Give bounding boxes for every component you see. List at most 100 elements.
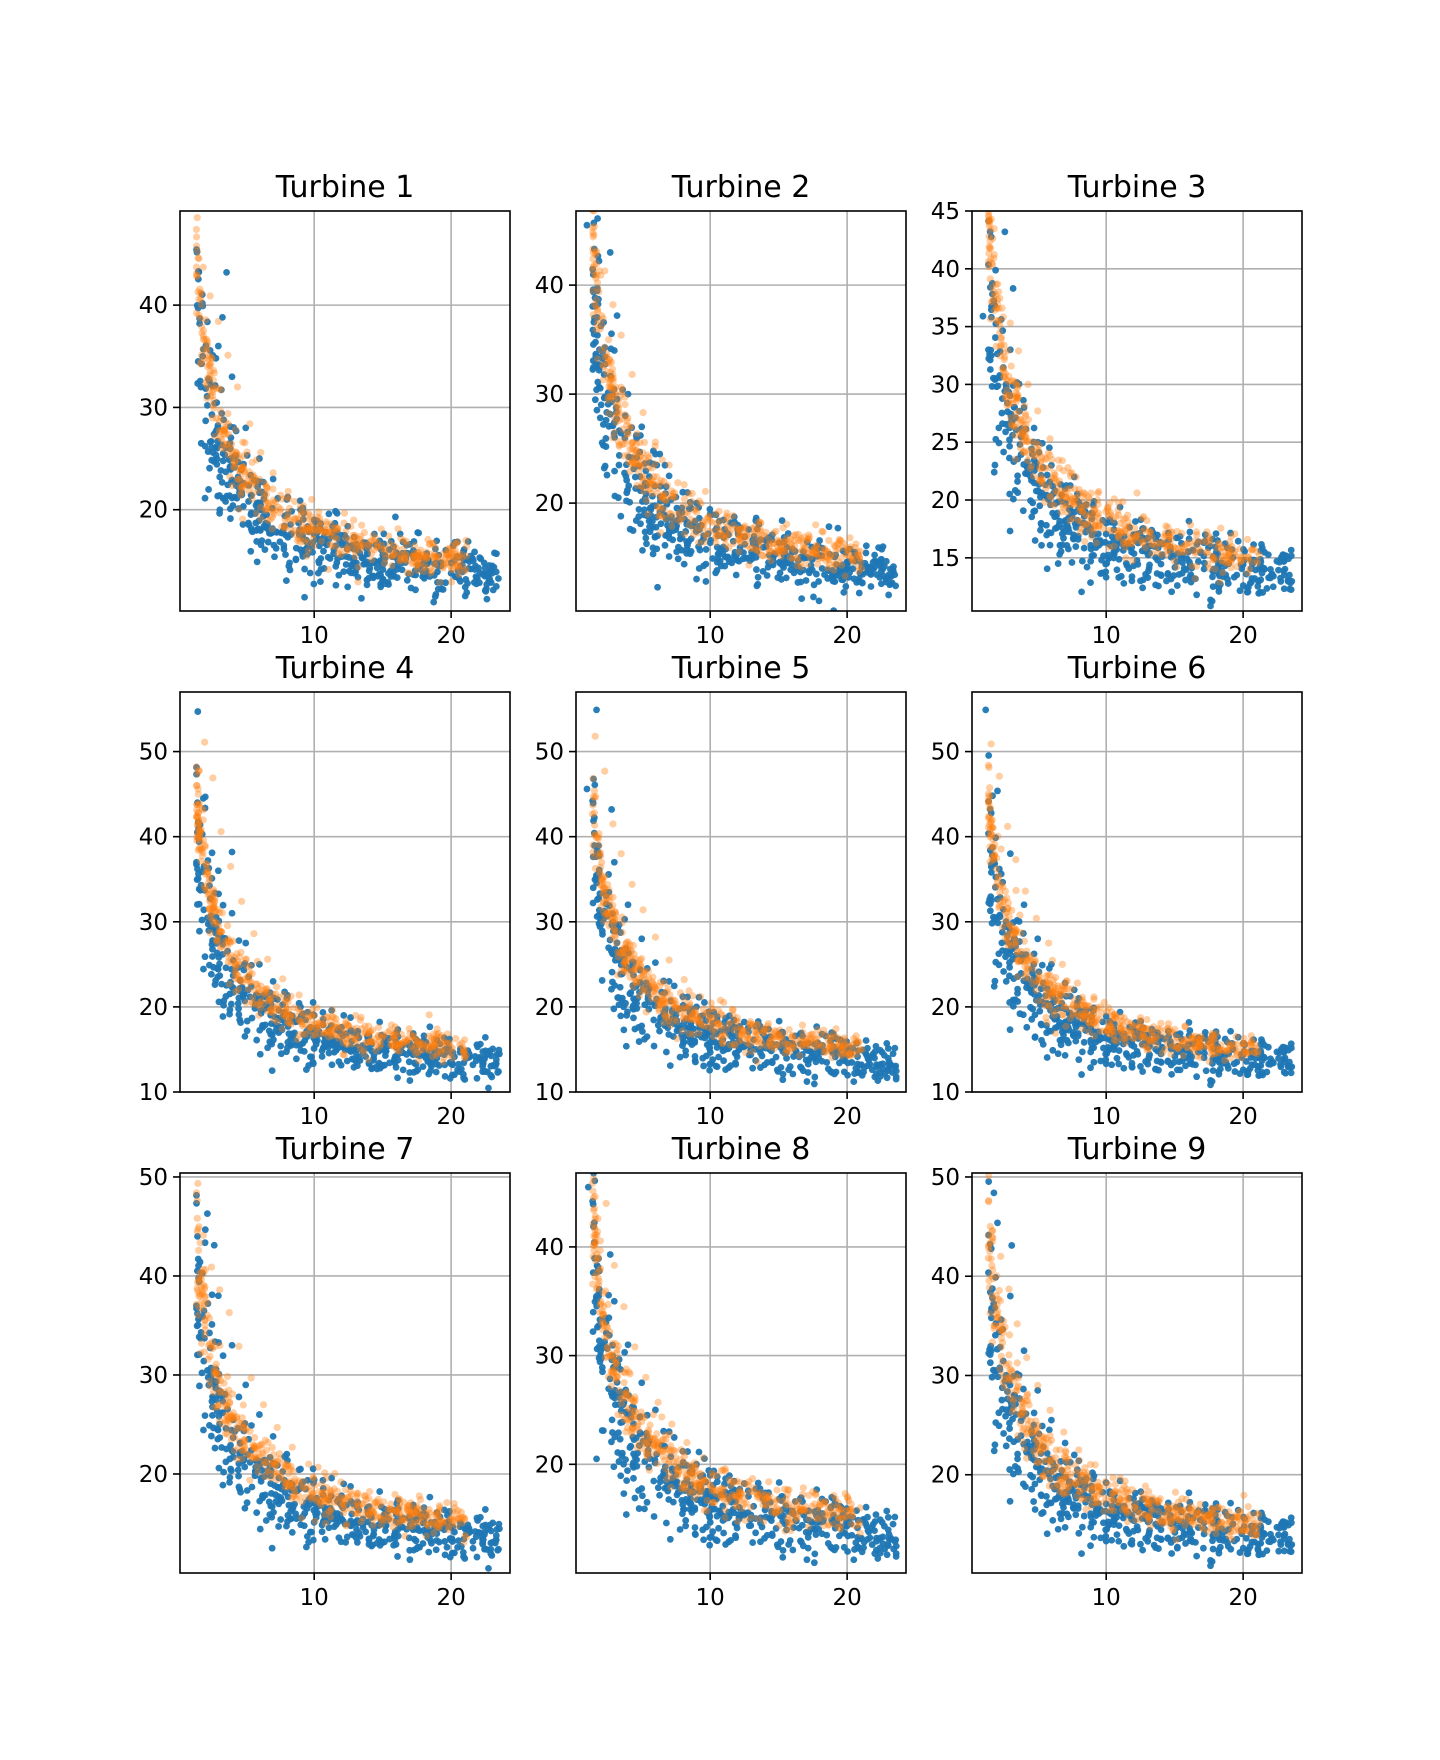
data-point	[1002, 391, 1010, 399]
data-point	[1088, 552, 1096, 560]
data-point	[818, 554, 826, 562]
y-tick-label: 50	[139, 740, 168, 766]
data-point	[746, 557, 754, 565]
data-point	[229, 502, 237, 509]
data-point	[1057, 490, 1065, 499]
data-point	[359, 541, 368, 550]
data-point	[443, 1030, 452, 1038]
data-point	[1131, 524, 1139, 532]
data-point	[723, 509, 731, 517]
data-point	[236, 977, 244, 984]
data-point	[609, 422, 617, 430]
data-point	[430, 1030, 438, 1038]
data-point	[208, 444, 216, 451]
data-point	[429, 1040, 437, 1048]
data-point	[1158, 540, 1166, 548]
data-point	[1114, 526, 1122, 535]
data-point	[255, 1000, 263, 1009]
data-point	[229, 956, 237, 964]
data-point	[1057, 548, 1065, 555]
data-point	[858, 564, 866, 573]
data-point	[453, 561, 462, 569]
data-point	[261, 1021, 269, 1029]
data-point	[1214, 539, 1222, 548]
data-point	[1016, 441, 1024, 448]
data-point	[621, 412, 629, 420]
data-point	[790, 1039, 798, 1048]
data-point	[594, 331, 601, 339]
data-point	[1229, 554, 1236, 562]
data-point	[680, 976, 688, 984]
data-point	[1090, 505, 1098, 513]
data-point	[265, 502, 273, 510]
data-point	[1145, 528, 1153, 536]
data-point	[241, 955, 250, 964]
data-point	[627, 439, 635, 447]
data-point	[224, 958, 232, 966]
y-tick-label: 40	[535, 273, 564, 299]
data-point	[356, 540, 364, 548]
data-point	[473, 1041, 481, 1049]
data-point	[797, 1036, 805, 1044]
data-point	[218, 426, 226, 434]
data-point	[705, 1008, 713, 1016]
data-point	[1132, 532, 1140, 540]
data-point	[1012, 397, 1021, 405]
data-point	[433, 559, 441, 566]
data-point	[375, 1037, 384, 1045]
data-point	[601, 360, 609, 368]
data-point	[1067, 472, 1075, 480]
data-point	[743, 542, 751, 550]
data-point	[596, 414, 604, 422]
data-point	[811, 1035, 819, 1043]
data-point	[662, 495, 671, 504]
data-point	[225, 953, 233, 962]
data-point	[1077, 517, 1085, 525]
data-point	[225, 937, 233, 945]
data-point	[217, 386, 225, 394]
data-point	[1030, 424, 1038, 432]
data-point	[284, 998, 292, 1006]
data-point	[338, 541, 346, 549]
data-point	[214, 932, 222, 940]
data-point	[1141, 544, 1150, 552]
data-point	[788, 561, 796, 569]
data-point	[419, 551, 428, 559]
data-point	[261, 546, 269, 554]
data-point	[270, 510, 278, 518]
data-point	[1163, 542, 1171, 550]
data-point	[646, 476, 654, 485]
data-point	[1218, 553, 1226, 561]
data-point	[734, 1027, 742, 1034]
data-point	[648, 479, 656, 487]
data-point	[589, 774, 597, 783]
data-point	[992, 320, 1000, 328]
data-point	[374, 1023, 383, 1032]
data-point	[203, 401, 211, 409]
data-point	[495, 1068, 502, 1075]
data-point	[768, 531, 776, 539]
data-point	[220, 426, 228, 434]
data-point	[1216, 578, 1224, 586]
data-point	[285, 1019, 293, 1027]
data-point	[797, 1040, 804, 1048]
data-point	[236, 482, 244, 491]
data-point	[985, 216, 993, 224]
x-tick-label: 20	[1228, 623, 1257, 649]
data-point	[429, 553, 437, 561]
data-point	[1029, 450, 1036, 458]
data-point	[341, 1027, 349, 1035]
data-point	[1106, 509, 1115, 517]
data-point	[1076, 503, 1085, 511]
data-point	[421, 561, 429, 570]
data-point	[717, 1031, 725, 1040]
data-point	[197, 846, 205, 854]
data-point	[209, 903, 218, 911]
data-point	[742, 537, 750, 545]
data-point	[765, 540, 773, 548]
data-point	[393, 1047, 401, 1055]
data-point	[1089, 501, 1097, 509]
data-point	[228, 454, 236, 462]
data-point	[211, 898, 219, 906]
data-point	[241, 481, 249, 489]
